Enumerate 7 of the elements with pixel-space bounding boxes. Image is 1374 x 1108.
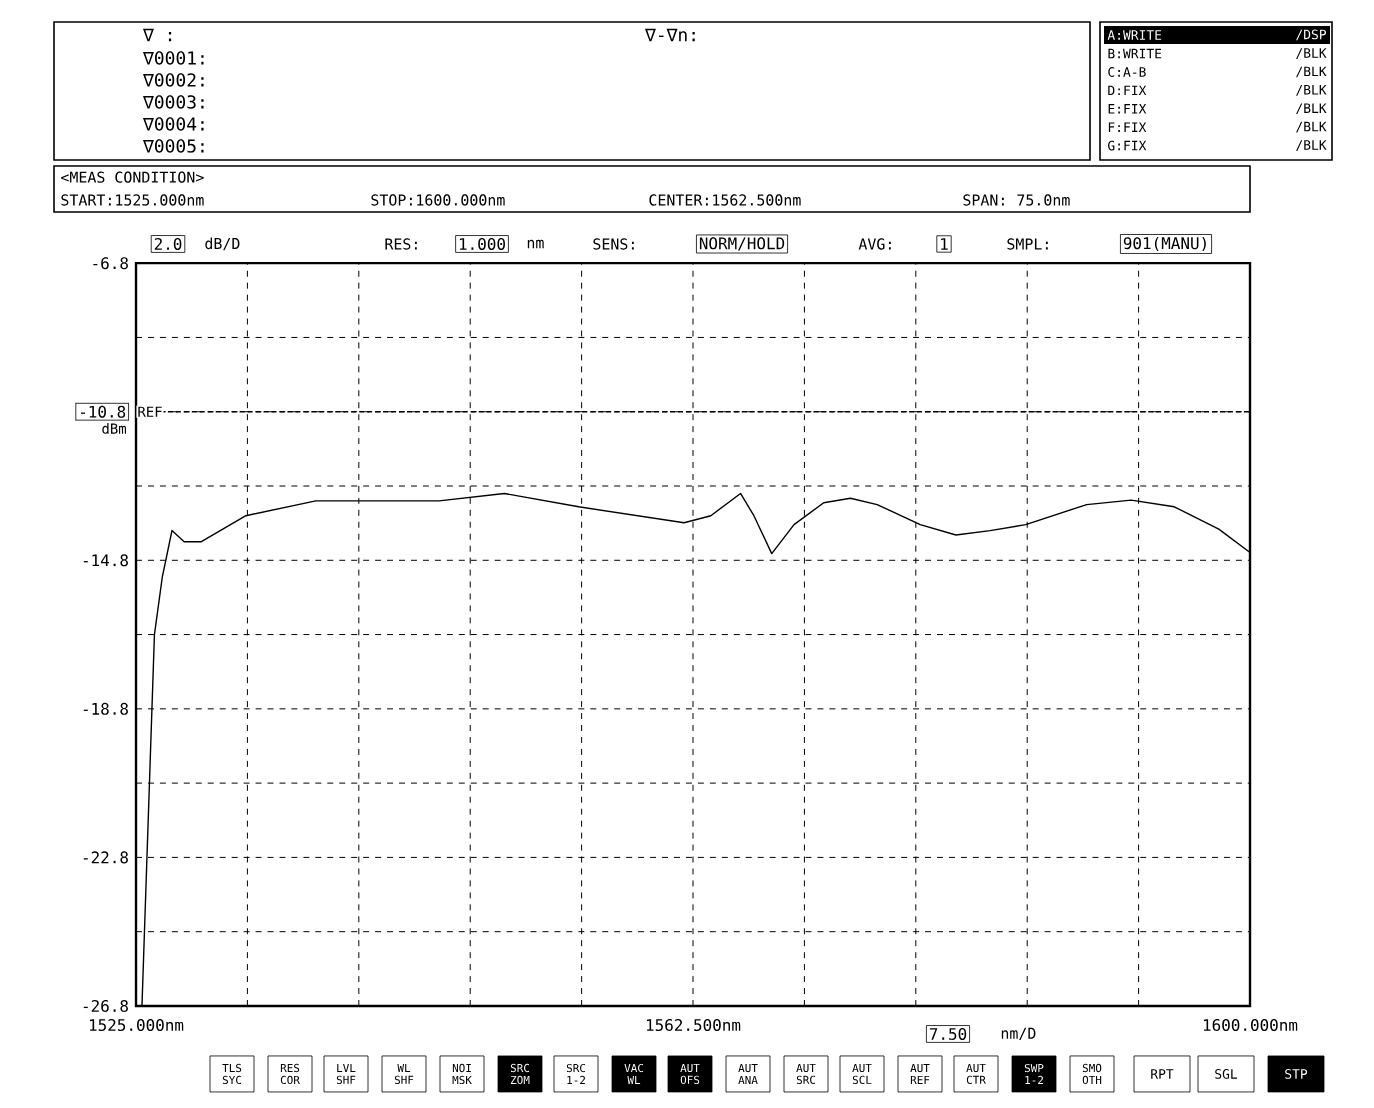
text: ∇0005: [142,139,204,153]
text: ∇0004: [142,117,204,131]
text: ∇0002: [142,73,204,87]
text: ∇0003: [142,95,204,109]
text: ∇-∇n: [644,28,695,42]
text: ∇ : [142,28,172,42]
text: ∇0001: [142,51,204,65]
